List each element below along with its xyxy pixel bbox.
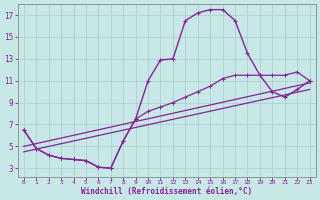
X-axis label: Windchill (Refroidissement éolien,°C): Windchill (Refroidissement éolien,°C) bbox=[81, 187, 252, 196]
